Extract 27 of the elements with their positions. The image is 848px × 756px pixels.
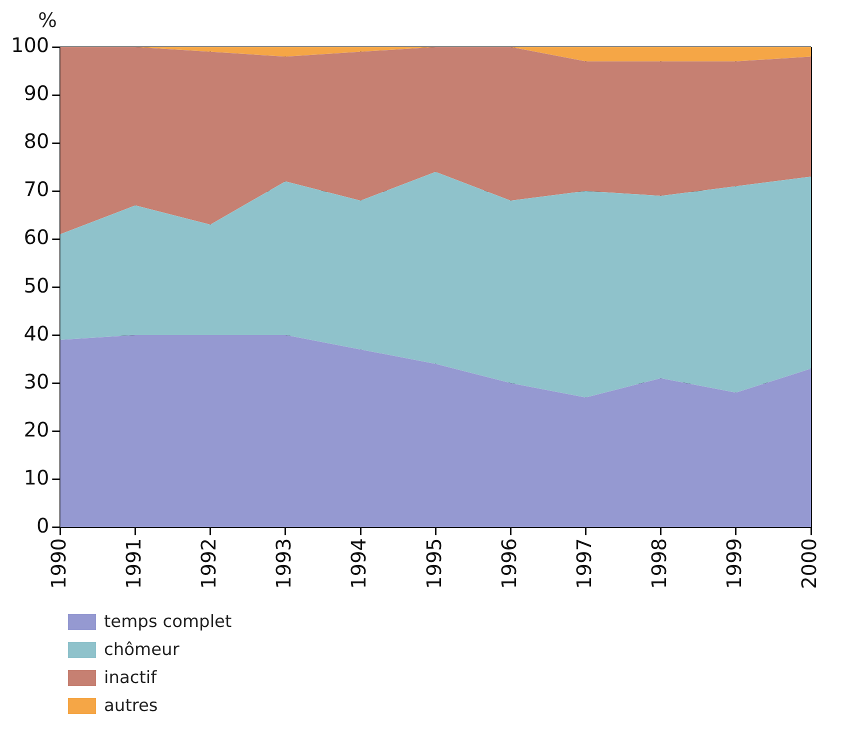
legend-label: temps complet [104, 612, 232, 632]
y-tick-label: 50 [24, 273, 50, 298]
y-axis-title: % [38, 8, 58, 32]
x-tick-label: 1991 [121, 538, 146, 590]
y-tick-label: 100 [10, 33, 50, 58]
x-tick-label: 1995 [422, 538, 446, 590]
x-tick-label: 1994 [346, 538, 371, 590]
y-tick-label: 20 [24, 417, 50, 442]
y-tick-label: 30 [24, 369, 50, 394]
y-tick-label: 60 [24, 225, 50, 250]
x-tick-label: 1996 [496, 538, 521, 590]
legend-label: chômeur [104, 640, 180, 660]
x-tick-label: 1990 [46, 538, 70, 590]
y-tick-label: 90 [24, 81, 50, 106]
x-tick-label: 2000 [797, 538, 822, 590]
x-tick-label: 1999 [722, 538, 746, 590]
y-tick-label: 70 [24, 177, 50, 202]
x-tick-label: 1997 [572, 538, 596, 590]
x-tick-label: 1998 [647, 538, 672, 590]
y-tick-label: 80 [24, 129, 50, 154]
x-tick-label: 1993 [272, 538, 296, 590]
legend-label: autres [104, 696, 158, 716]
y-tick-label: 0 [36, 513, 50, 538]
x-tick-label: 1992 [196, 538, 221, 590]
y-tick-label: 40 [24, 321, 50, 346]
y-tick-label: 10 [24, 465, 50, 490]
legend-label: inactif [104, 668, 157, 688]
